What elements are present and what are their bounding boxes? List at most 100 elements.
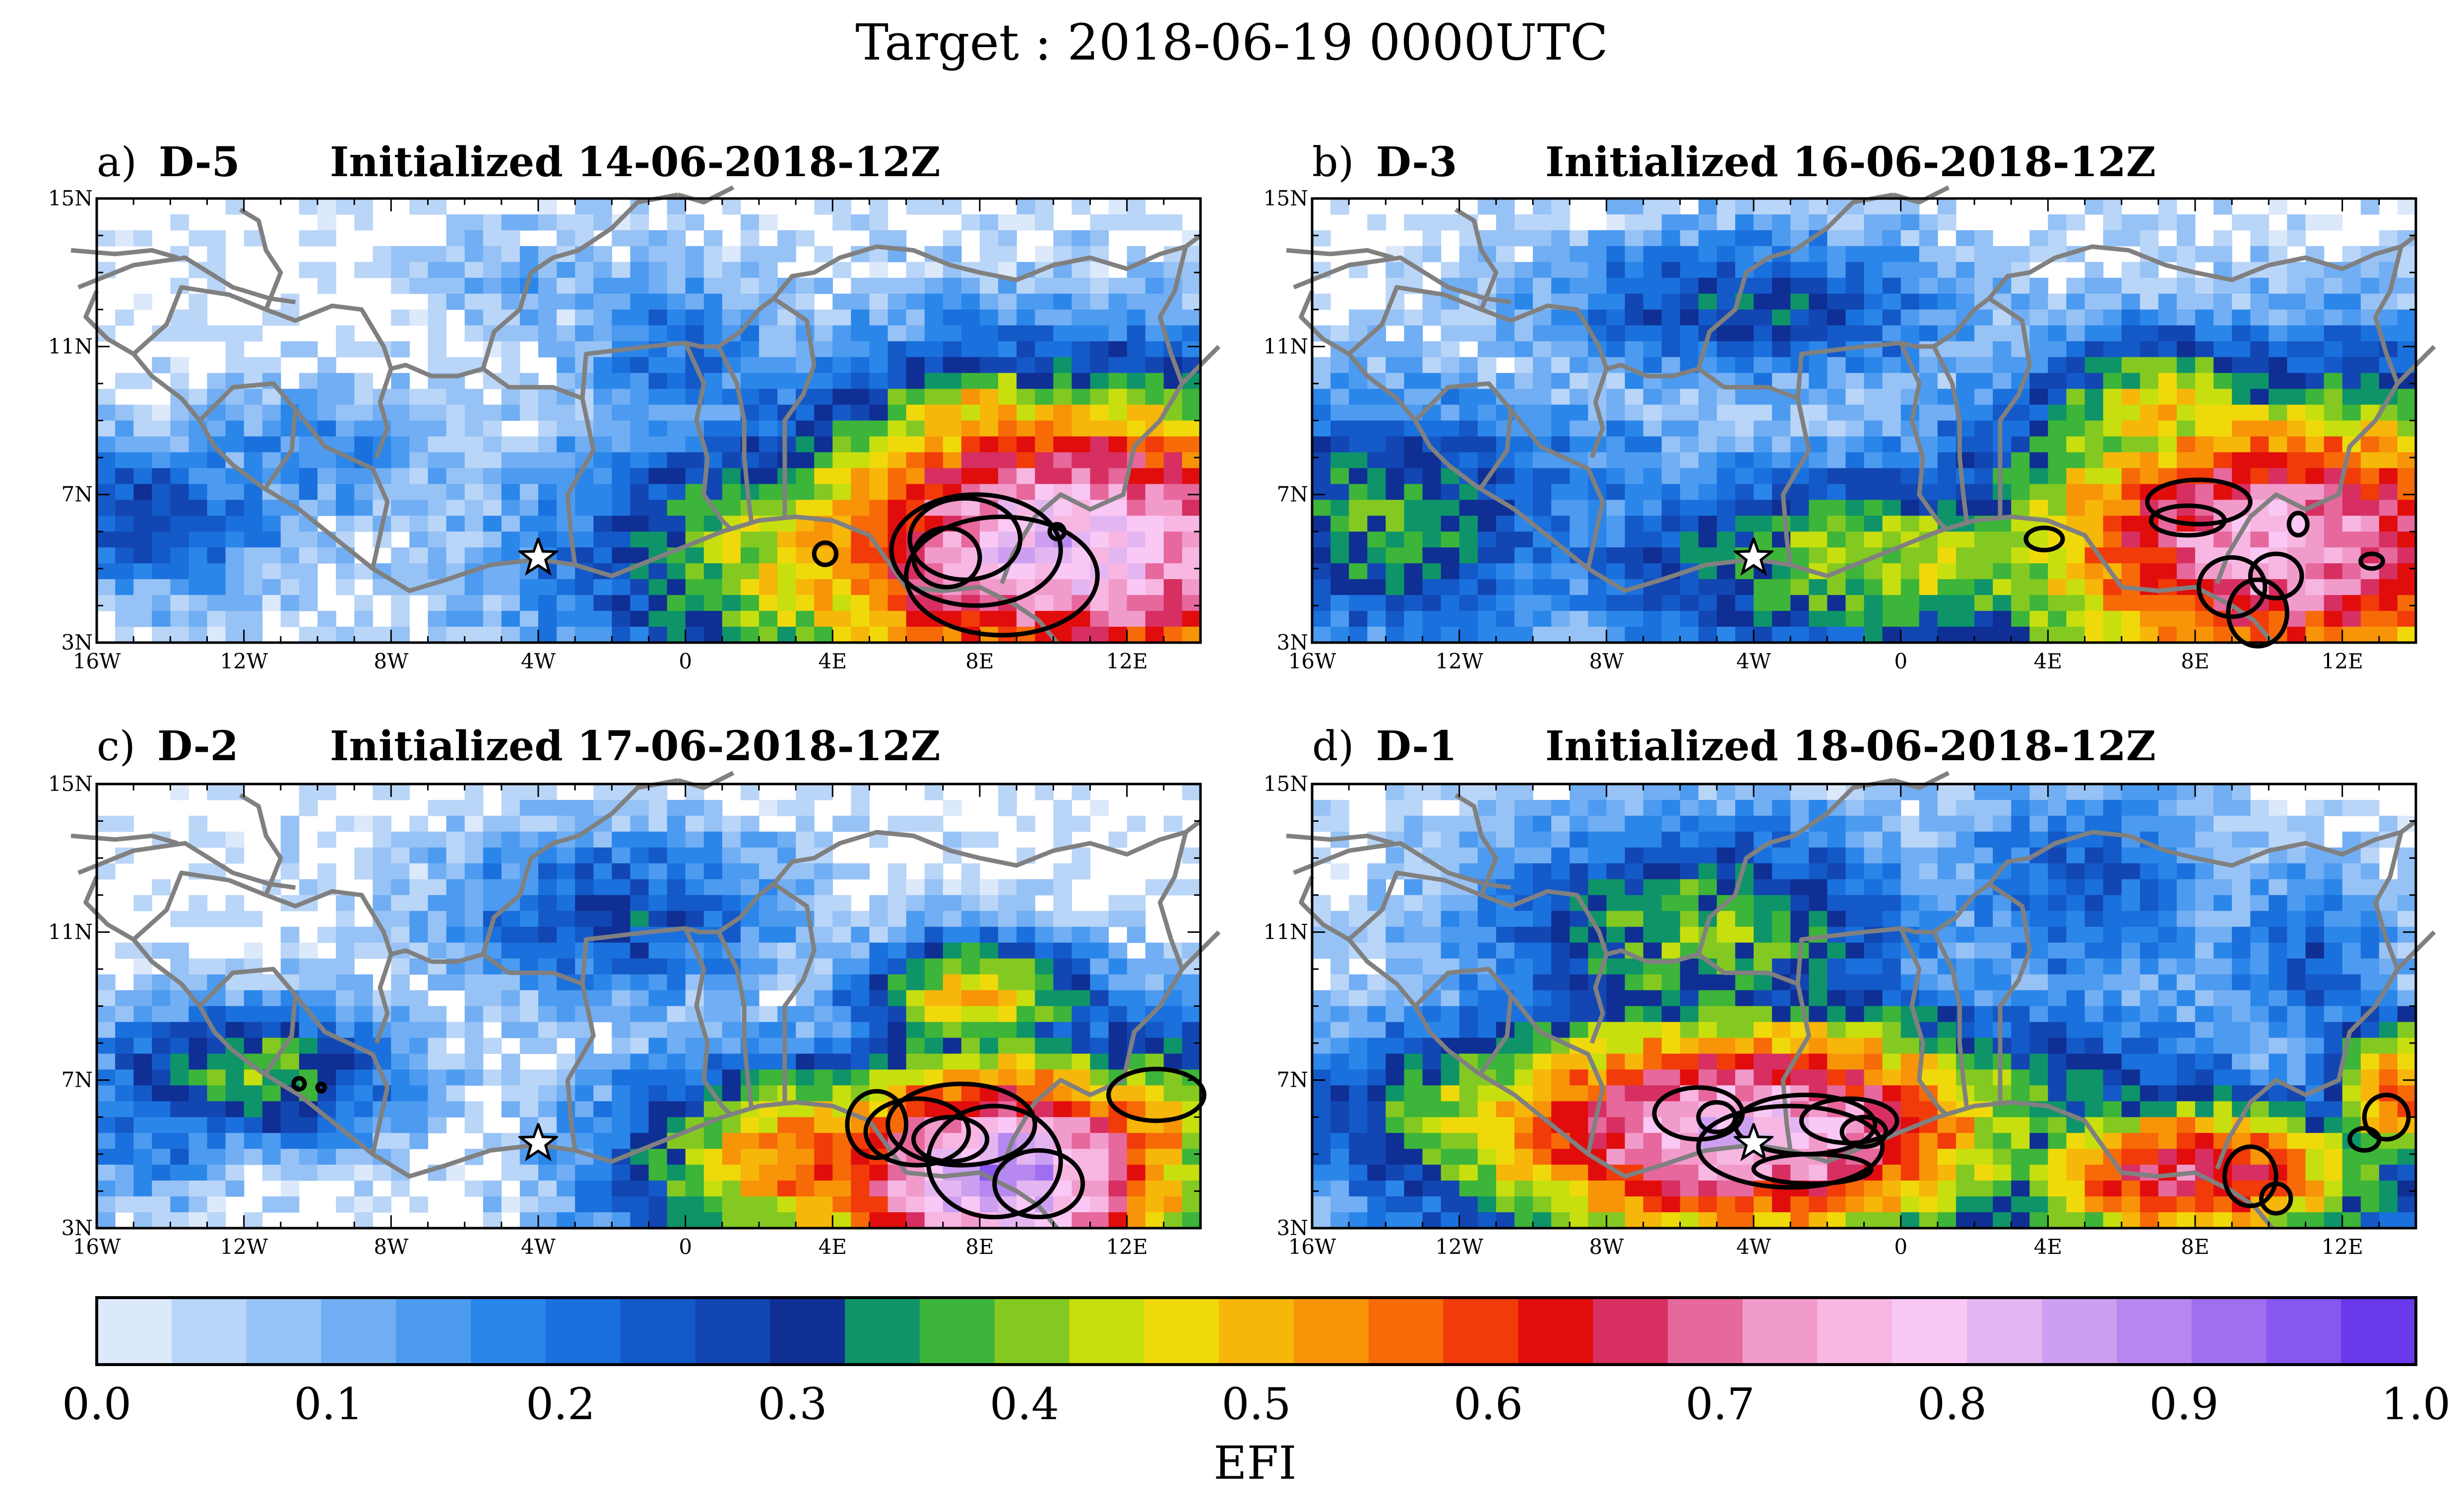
- efi-cell: [1882, 420, 1901, 437]
- efi-cell: [1386, 547, 1404, 564]
- efi-cell: [777, 547, 796, 564]
- efi-cell: [1312, 547, 1331, 564]
- efi-cell: [1680, 547, 1699, 564]
- efi-cell: [225, 611, 245, 627]
- efi-cell: [648, 293, 668, 310]
- efi-cell: [2158, 436, 2177, 453]
- efi-cell: [2158, 879, 2177, 896]
- efi-cell: [115, 579, 134, 595]
- efi-cell: [1514, 815, 1533, 832]
- efi-cell: [557, 293, 575, 310]
- efi-cell: [630, 895, 649, 912]
- efi-cell: [667, 373, 686, 390]
- efi-cell: [1090, 1053, 1109, 1070]
- efi-cell: [2011, 500, 2030, 516]
- efi-cell: [1145, 531, 1164, 548]
- efi-cell: [1754, 815, 1772, 832]
- efi-cell: [1570, 531, 1588, 548]
- efi-cell: [612, 974, 631, 991]
- efi-cell: [1974, 847, 1993, 864]
- efi-cell: [483, 847, 502, 864]
- efi-cell: [1404, 579, 1423, 595]
- efi-cell: [2085, 579, 2104, 595]
- efi-cell: [1643, 627, 1662, 643]
- efi-cell: [796, 879, 815, 896]
- efi-cell: [1072, 198, 1091, 215]
- efi-cell: [1845, 595, 1865, 611]
- efi-cell: [1349, 452, 1368, 468]
- efi-cell: [1698, 198, 1717, 215]
- efi-cell: [1145, 500, 1164, 516]
- precip-contours: [812, 492, 1100, 638]
- efi-cell: [1698, 214, 1717, 231]
- efi-cell: [832, 357, 851, 374]
- efi-cell: [1716, 436, 1736, 453]
- efi-cell: [906, 627, 925, 643]
- efi-cell: [299, 627, 318, 643]
- efi-cell: [1551, 484, 1570, 500]
- efi-cell: [1606, 468, 1625, 484]
- efi-cell: [2085, 452, 2104, 468]
- efi-cell: [887, 1053, 907, 1070]
- efi-cell: [519, 516, 539, 532]
- border-line: [132, 870, 267, 941]
- efi-cell: [924, 627, 944, 643]
- efi-cell: [1330, 627, 1349, 643]
- efi-cell: [2342, 800, 2361, 816]
- efi-cell: [2269, 198, 2287, 215]
- efi-cell: [1514, 452, 1533, 468]
- efi-cell: [1845, 404, 1865, 421]
- efi-cell: [2029, 357, 2048, 374]
- efi-cell: [1754, 879, 1772, 896]
- efi-cell: [409, 815, 429, 832]
- efi-cell: [740, 262, 759, 278]
- efi-cell: [317, 990, 336, 1007]
- efi-cell: [1937, 420, 1957, 437]
- efi-cell: [796, 1053, 815, 1070]
- efi-cell: [2213, 420, 2232, 437]
- efi-cell: [759, 214, 778, 231]
- efi-cell: [1882, 198, 1901, 215]
- efi-cell: [170, 547, 189, 564]
- efi-cell: [703, 262, 723, 278]
- efi-cell: [1937, 595, 1957, 611]
- efi-cell: [483, 1212, 502, 1229]
- efi-cell: [1053, 452, 1072, 468]
- figure-title: Target : 2018-06-19 0000UTC: [855, 13, 1608, 71]
- efi-cell: [1588, 863, 1607, 880]
- efi-cell: [814, 1212, 833, 1229]
- efi-cell: [446, 974, 465, 991]
- efi-cell: [1108, 990, 1128, 1007]
- efi-cell: [1680, 611, 1699, 627]
- efi-cell: [1459, 246, 1478, 262]
- efi-cell: [2379, 627, 2398, 643]
- efi-cell: [244, 974, 263, 991]
- efi-cell: [1127, 1085, 1146, 1102]
- efi-cell: [1661, 484, 1681, 500]
- efi-cell: [1477, 784, 1497, 800]
- efi-cell: [1367, 627, 1386, 643]
- efi-cell: [391, 262, 410, 278]
- efi-cell: [1477, 404, 1497, 421]
- efi-cell: [1625, 404, 1644, 421]
- efi-cell: [2048, 230, 2067, 247]
- efi-cell: [1053, 831, 1072, 848]
- efi-cell: [1477, 595, 1497, 611]
- efi-cell: [1864, 309, 1883, 326]
- efi-cell: [1441, 357, 1460, 374]
- efi-cell: [1735, 484, 1754, 500]
- efi-cell: [1330, 389, 1349, 405]
- efi-cell: [1016, 214, 1035, 231]
- efi-cell: [280, 1165, 300, 1181]
- efi-cell: [740, 277, 759, 294]
- efi-cell: [133, 974, 152, 991]
- efi-cell: [2269, 277, 2287, 294]
- efi-cell: [1625, 895, 1644, 912]
- efi-cell: [207, 784, 226, 800]
- efi-cell: [575, 879, 594, 896]
- efi-cell: [2085, 500, 2104, 516]
- efi-cell: [2287, 484, 2306, 500]
- efi-cell: [207, 516, 226, 532]
- efi-cell: [593, 468, 612, 484]
- efi-cell: [1606, 452, 1625, 468]
